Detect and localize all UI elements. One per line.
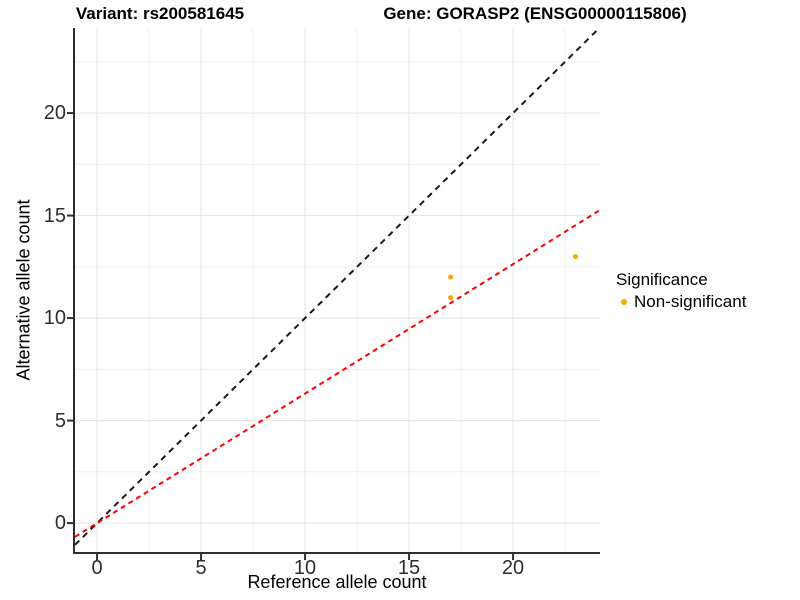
x-tick-label: 0 xyxy=(91,557,103,579)
legend-title: Significance xyxy=(616,270,708,289)
fitted-ratio-line xyxy=(74,209,601,538)
y-tick-label: 20 xyxy=(43,102,66,125)
x-tick-label: 15 xyxy=(397,557,421,579)
plot-title-gene: Gene: GORASP2 (ENSG00000115806) xyxy=(383,4,687,23)
y-tick-label: 5 xyxy=(54,409,66,432)
x-tick-label: 10 xyxy=(293,557,317,579)
data-point xyxy=(448,295,454,301)
y-axis-label: Alternative allele count xyxy=(13,199,34,381)
y-tick-label: 15 xyxy=(43,204,66,227)
legend-item-label: Non-significant xyxy=(634,292,747,311)
y-tick-label: 10 xyxy=(43,307,66,330)
x-tick-label: 5 xyxy=(195,557,207,579)
legend-point-icon xyxy=(621,299,627,305)
legend-item-non-significant: Non-significant xyxy=(616,292,746,312)
data-point xyxy=(448,274,454,280)
x-axis-label: Reference allele count xyxy=(247,572,427,592)
y-tick-label: 0 xyxy=(54,512,66,535)
x-tick-label: 20 xyxy=(501,557,525,579)
legend: Significance Non-significant xyxy=(616,270,746,312)
plot-title-variant: Variant: rs200581645 xyxy=(75,4,245,23)
identity-line xyxy=(74,27,601,546)
data-point xyxy=(572,254,578,260)
